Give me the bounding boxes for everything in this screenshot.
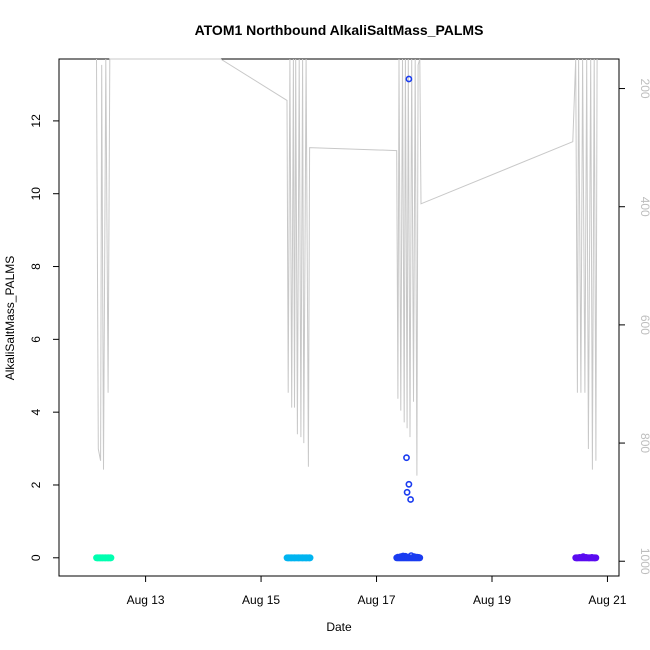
data-points-layer <box>93 75 600 562</box>
plot-frame <box>58 58 620 577</box>
x-tick-label: Aug 17 <box>358 593 396 607</box>
y-tick-label: 10 <box>29 187 43 201</box>
right-tick-label: 200 <box>638 79 650 99</box>
data-point <box>295 554 302 562</box>
y-tick-label: 12 <box>29 114 43 128</box>
right-tick-label: 800 <box>638 433 650 453</box>
data-point <box>591 554 599 562</box>
x-tick-label: Aug 21 <box>588 593 626 607</box>
data-point <box>403 488 411 496</box>
data-point <box>415 554 423 561</box>
right-tick-label: 600 <box>638 315 650 335</box>
x-axis: Aug 13 Aug 15 Aug 17 Aug 19 Aug 21 <box>127 576 627 607</box>
data-point <box>588 554 596 561</box>
data-point <box>287 554 295 562</box>
altitude-line-layer <box>96 58 598 476</box>
data-point <box>407 496 414 503</box>
data-point <box>104 554 112 562</box>
data-point <box>284 554 292 562</box>
y-tick-label: 6 <box>29 336 43 343</box>
altitude-line <box>96 58 598 476</box>
y-tick-label: 8 <box>29 263 43 270</box>
right-tick-label: 1000 <box>638 548 650 575</box>
x-tick-label: Aug 19 <box>473 593 511 607</box>
right-tick-label: 400 <box>638 197 650 217</box>
y-axis-label: AlkaliSaltMass_PALMS <box>3 256 17 381</box>
data-point <box>405 75 413 83</box>
right-axis: 200 400 600 800 1000 <box>619 79 650 575</box>
data-point <box>576 554 584 561</box>
data-point <box>291 554 298 562</box>
data-point <box>403 454 410 462</box>
y-tick-label: 2 <box>29 481 43 488</box>
x-tick-label: Aug 15 <box>242 593 280 607</box>
y-tick-label: 4 <box>29 409 43 416</box>
data-point <box>573 554 581 562</box>
data-point <box>405 480 413 488</box>
data-point <box>107 554 114 562</box>
data-point <box>302 554 310 562</box>
data-point <box>306 554 313 562</box>
data-point <box>299 554 306 562</box>
x-axis-label: Date <box>326 620 352 634</box>
chart-title: ATOM1 Northbound AlkaliSaltMass_PALMS <box>195 22 484 38</box>
x-tick-label: Aug 13 <box>127 593 165 607</box>
y-axis: 0 2 4 6 8 10 12 <box>29 114 59 561</box>
y-tick-label: 0 <box>29 554 43 561</box>
